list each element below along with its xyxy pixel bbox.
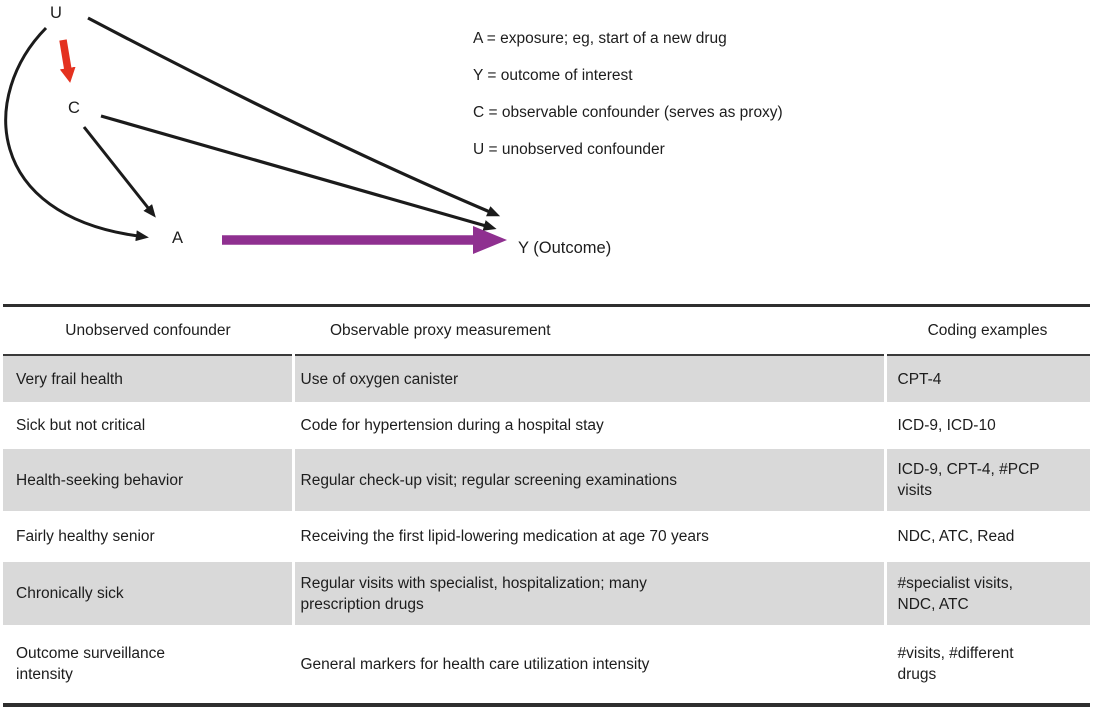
table-row: Outcome surveillance intensity General ma… [3, 625, 1090, 703]
node-c: C [68, 99, 80, 117]
legend-line-y: Y = outcome of interest [473, 67, 633, 84]
table-row: Sick but not critical Code for hypertensi… [3, 402, 1090, 449]
cell-coding: #visits, #different drugs [883, 625, 1090, 703]
proxy-table-section: Unobserved confounder Observable proxy m… [3, 304, 1090, 707]
table-row: Very frail health Use of oxygen canister C… [3, 355, 1090, 402]
node-y-outcome: Y (Outcome) [518, 239, 612, 257]
cell-confounder: Sick but not critical [16, 417, 146, 434]
legend-line-c: C = observable confounder (serves as pro… [473, 104, 783, 121]
arrow-a-to-y-head [473, 226, 507, 254]
legend-line-a: A = exposure; eg, start of a new drug [473, 30, 727, 47]
causal-diagram: U C A Y (Outcome) A = exposure; eg, star… [0, 0, 1093, 300]
cell-confounder: Outcome surveillance intensity [16, 645, 166, 683]
table-row: Health-seeking behavior Regular check-up … [3, 449, 1090, 511]
cell-coding: #specialist visits, NDC, ATC [883, 562, 1090, 625]
header-unobserved-confounder: Unobserved confounder [3, 307, 293, 356]
cell-confounder: Chronically sick [16, 585, 124, 602]
header-observable-proxy: Observable proxy measurement [293, 307, 885, 356]
node-a: A [172, 229, 184, 247]
node-u: U [50, 4, 62, 22]
table-body: Very frail health Use of oxygen canister C… [3, 355, 1090, 703]
header-coding-examples: Coding examples [885, 307, 1090, 356]
table-row: Chronically sick Regular visits with spec… [3, 562, 1090, 625]
cell-proxy: Regular check-up visit; regular screenin… [291, 449, 885, 511]
legend-line-u: U = unobserved confounder [473, 141, 665, 158]
cell-proxy: Code for hypertension during a hospital … [291, 402, 885, 449]
cell-coding: NDC, ATC, Read [883, 511, 1090, 562]
arrow-c-to-y [100, 114, 497, 231]
proxy-table: Unobserved confounder Observable proxy m… [3, 307, 1090, 703]
cell-proxy: Receiving the first lipid-lowering medic… [291, 511, 885, 562]
cell-coding: ICD-9, ICD-10 [883, 402, 1090, 449]
arrow-u-to-c [59, 39, 76, 83]
cell-proxy: General markers for health care utilizat… [291, 625, 885, 703]
table-row: Fairly healthy senior Receiving the first… [3, 511, 1090, 562]
arrow-u-to-a [4, 26, 149, 242]
cell-coding: ICD-9, CPT-4, #PCP visits [883, 449, 1090, 511]
cell-confounder: Very frail health [16, 370, 123, 388]
cell-confounder: Health-seeking behavior [16, 471, 184, 489]
arrow-u-to-y [87, 16, 501, 217]
header-row: Unobserved confounder Observable proxy m… [3, 307, 1090, 356]
cell-proxy: Use of oxygen canister [291, 355, 885, 402]
cell-proxy: Regular visits with specialist, hospital… [291, 562, 885, 625]
diagram-arrows [4, 16, 507, 254]
cell-confounder: Fairly healthy senior [16, 528, 155, 545]
arrow-c-to-a [82, 126, 156, 218]
diagram-legend: A = exposure; eg, start of a new drug Y … [473, 29, 783, 159]
cell-coding: CPT-4 [883, 355, 1090, 402]
